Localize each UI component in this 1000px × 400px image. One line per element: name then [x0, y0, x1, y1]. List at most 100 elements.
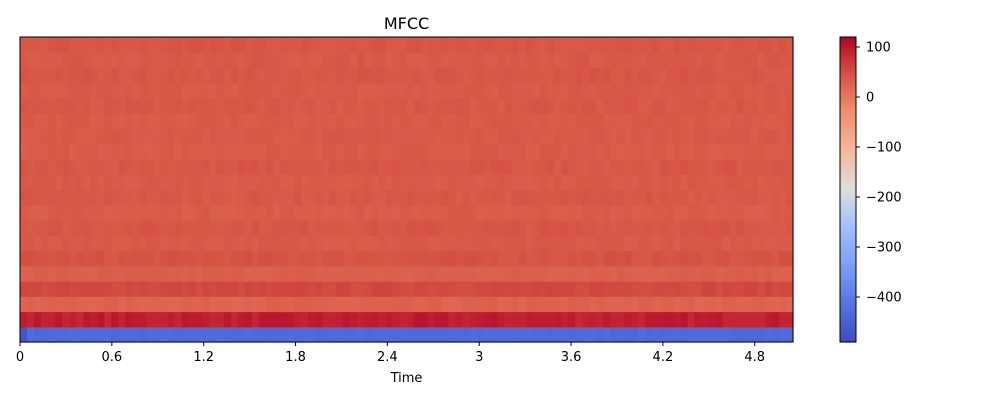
heatmap-cell [160, 281, 169, 297]
heatmap-cell [610, 67, 618, 84]
heatmap-cell [343, 220, 351, 236]
heatmap-cell [708, 265, 717, 282]
heatmap-cell [764, 113, 773, 130]
heatmap-cell [55, 82, 63, 99]
heatmap-cell [504, 128, 513, 145]
heatmap-cell [680, 204, 689, 221]
heatmap-cell [139, 143, 148, 160]
heatmap-cell [532, 128, 541, 145]
heatmap-cell [701, 204, 710, 221]
heatmap-cell [504, 37, 513, 53]
heatmap-cell [518, 143, 527, 160]
heatmap-cell [357, 265, 365, 282]
heatmap-cell [617, 235, 625, 252]
heatmap-cell [237, 82, 246, 99]
heatmap-cell [90, 235, 98, 252]
heatmap-cell [666, 220, 675, 236]
heatmap-cell [427, 174, 436, 191]
heatmap-cell [301, 143, 309, 160]
heatmap-cell [48, 235, 56, 252]
heatmap-cell [736, 174, 745, 191]
heatmap-cell [195, 82, 204, 99]
heatmap-cell [582, 67, 590, 84]
heatmap-cell [350, 311, 358, 328]
heatmap-cell [483, 281, 492, 297]
heatmap-cell [357, 281, 365, 297]
heatmap-cell [265, 174, 274, 191]
heatmap-cell [582, 128, 590, 145]
heatmap-cell [244, 235, 253, 252]
heatmap-cell [69, 82, 77, 99]
colorbar-segment [840, 156, 856, 160]
heatmap-cell [111, 128, 119, 145]
heatmap-cell [701, 235, 710, 252]
heatmap-cell [645, 281, 654, 297]
heatmap-cell [280, 235, 288, 252]
heatmap-cell [554, 220, 562, 236]
heatmap-cell [441, 128, 450, 145]
x-tick-label: 0.6 [101, 350, 122, 365]
heatmap-cell [785, 235, 794, 252]
heatmap-cell [357, 67, 365, 84]
heatmap-cell [638, 159, 647, 175]
heatmap-cell [561, 82, 569, 99]
heatmap-cell [83, 281, 91, 297]
heatmap-cell [230, 311, 239, 328]
heatmap-cell [350, 235, 358, 252]
heatmap-cell [743, 296, 752, 313]
heatmap-cell [778, 235, 787, 252]
heatmap-cell [652, 250, 661, 267]
heatmap-cell [771, 67, 780, 84]
heatmap-cell [125, 113, 134, 130]
heatmap-cell [364, 113, 372, 130]
heatmap-cell [125, 311, 134, 328]
heatmap-cell [111, 311, 119, 328]
heatmap-cell [118, 311, 127, 328]
heatmap-cell [687, 220, 696, 236]
heatmap-cell [631, 67, 639, 84]
heatmap-cell [427, 98, 436, 114]
heatmap-cell [322, 98, 330, 114]
heatmap-cell [617, 174, 625, 191]
heatmap-cell [525, 113, 534, 130]
heatmap-cell [280, 189, 288, 206]
heatmap-cell [504, 326, 513, 343]
heatmap-cell [160, 37, 169, 53]
colorbar-segment [840, 227, 856, 231]
heatmap-cell [757, 204, 766, 221]
heatmap-cell [371, 250, 379, 267]
heatmap-cell [216, 296, 225, 313]
heatmap-cell [610, 220, 618, 236]
heatmap-cell [469, 52, 478, 69]
heatmap-cell [673, 159, 682, 175]
heatmap-cell [694, 235, 703, 252]
heatmap-cell [659, 311, 668, 328]
heatmap-cell [673, 220, 682, 236]
colorbar-segment [840, 103, 856, 107]
heatmap-cell [743, 220, 752, 236]
heatmap-cell [680, 265, 689, 282]
heatmap-cell [490, 67, 499, 84]
heatmap-cell [610, 204, 618, 221]
heatmap-cell [132, 128, 141, 145]
heatmap-cell [104, 82, 112, 99]
heatmap-cell [497, 82, 506, 99]
heatmap-cell [350, 220, 358, 236]
colorbar-segment [840, 303, 856, 308]
heatmap-cell [575, 143, 583, 160]
heatmap-cell [589, 265, 597, 282]
heatmap-cell [554, 143, 562, 160]
heatmap-cell [540, 82, 548, 99]
heatmap-cell [301, 189, 309, 206]
heatmap-cell [582, 235, 590, 252]
heatmap-cell [778, 52, 787, 69]
heatmap-cell [132, 159, 141, 175]
heatmap-cell [202, 159, 211, 175]
heatmap-cell [301, 204, 309, 221]
heatmap-cell [518, 296, 527, 313]
heatmap-cell [645, 82, 654, 99]
heatmap-cell [729, 113, 738, 130]
heatmap-cell [294, 113, 302, 130]
heatmap-cell [561, 174, 569, 191]
heatmap-cell [216, 281, 225, 297]
